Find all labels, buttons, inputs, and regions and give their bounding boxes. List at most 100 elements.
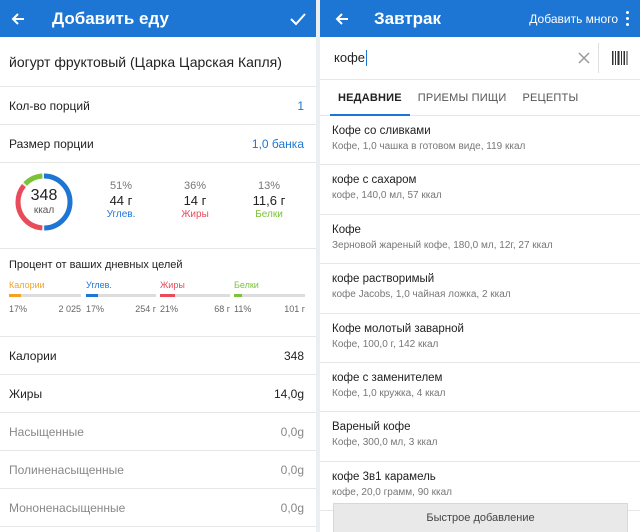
- macro-pct: 36%: [183, 180, 207, 192]
- back-button[interactable]: [0, 0, 36, 37]
- add-food-appbar: Добавить еду: [0, 0, 316, 37]
- goal-total: 68 г: [214, 304, 230, 314]
- item-name: кофе 3в1 карамель: [332, 470, 436, 483]
- serving-size-label: Размер порции: [9, 136, 94, 151]
- serving-size-value[interactable]: 1,0 банка: [251, 136, 304, 151]
- item-desc: кофе Jacobs, 1,0 чайная ложка, 2 ккал: [332, 289, 511, 301]
- item-name: Кофе со сливками: [332, 125, 431, 137]
- quick-add-button[interactable]: Быстрое добавление: [333, 503, 628, 532]
- food-search-screen: Завтрак Добавить много кофе НЕДАВНИЕ ПРИ…: [320, 0, 640, 532]
- search-tabs: НЕДАВНИЕ ПРИЕМЫ ПИЩИ РЕЦЕПТЫ: [320, 80, 640, 116]
- page-title: Добавить еду: [52, 8, 169, 28]
- daily-goals-section: Процент от ваших дневных целей: [0, 249, 316, 337]
- meal-title: Завтрак: [374, 8, 442, 28]
- list-item[interactable]: Кофе Зерновой жареный кофе, 180,0 мл, 12г…: [320, 215, 640, 265]
- servings-label: Кол-во порций: [9, 98, 90, 113]
- nutrient-row-monounsaturated: Мононенасыщенные 0,0g: [0, 489, 316, 527]
- list-item[interactable]: кофе с сахаром кофе, 140,0 мл, 57 ккал: [320, 165, 640, 215]
- list-item[interactable]: кофе с заменителем Кофе, 1,0 кружка, 4 кк…: [320, 363, 640, 413]
- search-bar: кофе: [320, 37, 640, 80]
- goal-bar: [86, 294, 156, 297]
- goal-bar: [9, 294, 81, 297]
- macro-grams: 11,6 г: [252, 193, 286, 208]
- item-desc: кофе, 140,0 мл, 57 ккал: [332, 190, 442, 202]
- panel-divider: [316, 0, 320, 532]
- item-desc: кофе, 20,0 грамм, 90 ккал: [332, 486, 452, 498]
- nutrient-label: Мононенасыщенные: [9, 500, 126, 515]
- goal-fill: [160, 294, 175, 297]
- macro-pct: 51%: [109, 180, 133, 192]
- nutrient-label: Жиры: [9, 386, 43, 401]
- item-name: Кофе: [332, 223, 361, 236]
- nutrient-label: Насыщенные: [9, 424, 84, 439]
- text-cursor: [366, 50, 367, 67]
- item-desc: Кофе, 1,0 чашка в готовом виде, 119 ккал: [332, 141, 526, 152]
- goal-total: 254 г: [135, 304, 156, 314]
- goal-name: Белки: [234, 280, 259, 290]
- servings-value[interactable]: 1: [297, 98, 304, 113]
- ring-unit: ккал: [33, 205, 55, 216]
- goals-title: Процент от ваших дневных целей: [9, 259, 183, 271]
- serving-size-row[interactable]: Размер порции 1,0 банка: [0, 125, 316, 163]
- tab-recent[interactable]: НЕДАВНИЕ: [330, 92, 410, 116]
- search-value: кофе: [334, 49, 365, 65]
- calorie-ring: 348 ккал: [15, 173, 73, 236]
- ring-segment-carbs: [15, 173, 73, 231]
- tab-meals[interactable]: ПРИЕМЫ ПИЩИ: [417, 92, 507, 104]
- item-name: Кофе молотый заварной: [332, 322, 464, 335]
- goal-total: 101 г: [284, 304, 305, 314]
- ring-segment-fat: [15, 173, 73, 231]
- list-item[interactable]: Вареный кофе Кофе, 300,0 мл, 3 ккал: [320, 412, 640, 462]
- close-icon[interactable]: [576, 50, 592, 66]
- macro-label: Жиры: [181, 209, 209, 220]
- goal-bar: [160, 294, 230, 297]
- nutrient-value: 348: [283, 348, 304, 363]
- search-appbar: Завтрак Добавить много: [320, 0, 640, 37]
- list-item[interactable]: Кофе молотый заварной Кофе, 100,0 г, 142 …: [320, 314, 640, 363]
- goal-fill: [234, 294, 242, 297]
- nutrient-value: 0,0g: [280, 500, 304, 515]
- servings-row[interactable]: Кол-во порций 1: [0, 87, 316, 125]
- nutrient-value: 0,0g: [280, 462, 304, 477]
- goal-protein: Белки 11% 101 г: [234, 280, 305, 314]
- nutrient-row-polyunsaturated: Полиненасыщенные 0,0g: [0, 451, 316, 489]
- check-icon: [290, 12, 306, 25]
- tab-recipes[interactable]: РЕЦЕПТЫ: [522, 92, 579, 104]
- search-input[interactable]: кофе: [334, 50, 367, 67]
- confirm-button[interactable]: [290, 0, 306, 37]
- macro-label: Углев.: [106, 209, 136, 220]
- list-item[interactable]: Кофе со сливками Кофе, 1,0 чашка в готово…: [320, 116, 640, 166]
- nutrient-row-saturated: Насыщенные 0,0g: [0, 413, 316, 451]
- goal-pct: 21%: [160, 304, 179, 314]
- arrow-left-icon: [11, 12, 24, 25]
- item-name: кофе растворимый: [332, 273, 435, 286]
- macro-fat: 36% 14 г Жиры: [165, 180, 225, 220]
- macro-pct: 13%: [257, 180, 281, 192]
- goal-pct: 17%: [86, 304, 105, 314]
- macro-label: Белки: [255, 209, 283, 220]
- list-item[interactable]: кофе растворимый кофе Jacobs, 1,0 чайная …: [320, 264, 640, 314]
- macro-grams: 14 г: [183, 193, 207, 208]
- macro-carbs: 51% 44 г Углев.: [91, 180, 151, 220]
- barcode-icon: [611, 51, 627, 65]
- item-name: Вареный кофе: [332, 421, 411, 434]
- macro-protein: 13% 11,6 г Белки: [239, 180, 299, 220]
- ring-chart: [15, 173, 73, 231]
- back-button[interactable]: [324, 0, 360, 37]
- arrow-left-icon: [335, 12, 348, 25]
- appbar-actions: Добавить много: [529, 0, 640, 37]
- nutrient-value: 14,0g: [273, 386, 304, 401]
- goal-name: Калории: [9, 280, 45, 290]
- goal-pct: 17%: [9, 304, 28, 314]
- add-many-button[interactable]: Добавить много: [529, 11, 618, 26]
- barcode-button[interactable]: [598, 43, 640, 73]
- more-vert-icon[interactable]: [624, 11, 630, 27]
- goal-fill: [9, 294, 22, 297]
- item-name: кофе с сахаром: [332, 174, 417, 187]
- nutrient-row-fat: Жиры 14,0g: [0, 375, 316, 413]
- nutrient-label: Полиненасыщенные: [9, 462, 124, 477]
- item-desc: Кофе, 1,0 кружка, 4 ккал: [332, 387, 446, 399]
- results-list: Кофе со сливками Кофе, 1,0 чашка в готово…: [320, 116, 640, 512]
- macro-grams: 44 г: [109, 193, 133, 208]
- item-name: кофе с заменителем: [332, 371, 443, 384]
